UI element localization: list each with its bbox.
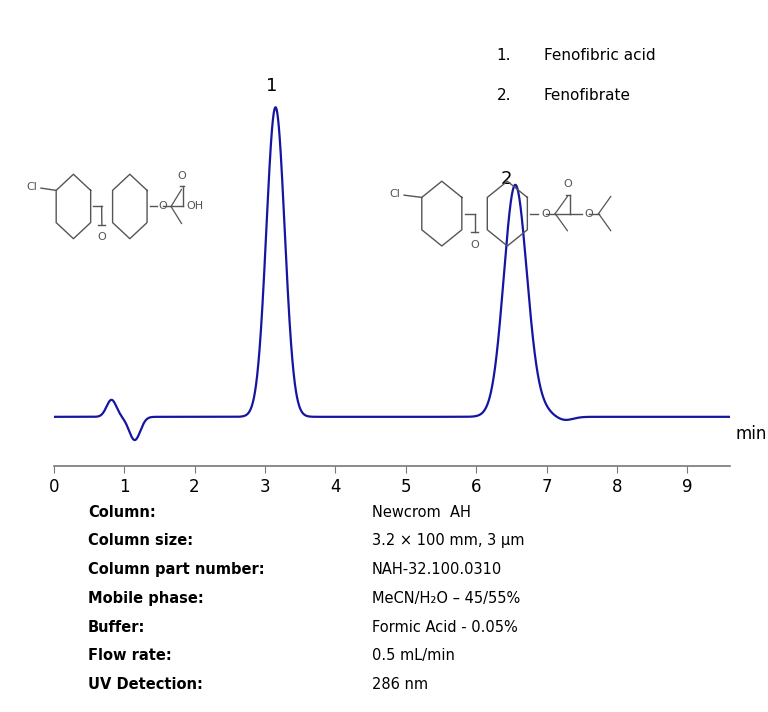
Text: 0.5 mL/min: 0.5 mL/min bbox=[372, 649, 455, 664]
Text: Mobile phase:: Mobile phase: bbox=[88, 591, 204, 606]
Text: O: O bbox=[159, 201, 167, 211]
Text: 2.: 2. bbox=[496, 88, 511, 103]
Text: Column part number:: Column part number: bbox=[88, 562, 264, 577]
Text: Formic Acid - 0.05%: Formic Acid - 0.05% bbox=[372, 619, 518, 634]
Text: min: min bbox=[735, 425, 766, 443]
Text: OH: OH bbox=[187, 201, 204, 211]
Text: UV Detection:: UV Detection: bbox=[88, 677, 203, 692]
Text: 1.: 1. bbox=[496, 48, 511, 63]
Text: Fenofibric acid: Fenofibric acid bbox=[544, 48, 655, 63]
Text: Column size:: Column size: bbox=[88, 533, 193, 548]
Text: Cl: Cl bbox=[389, 189, 400, 199]
Text: O: O bbox=[98, 232, 106, 243]
Text: O: O bbox=[564, 179, 572, 189]
Text: O: O bbox=[541, 209, 550, 219]
Text: O: O bbox=[177, 170, 187, 181]
Text: O: O bbox=[470, 240, 479, 250]
Text: Fenofibrate: Fenofibrate bbox=[544, 88, 631, 103]
Text: 3.2 × 100 mm, 3 μm: 3.2 × 100 mm, 3 μm bbox=[372, 533, 525, 548]
Text: O: O bbox=[584, 209, 593, 219]
Text: 286 nm: 286 nm bbox=[372, 677, 428, 692]
Text: Newcrom  AH: Newcrom AH bbox=[372, 505, 471, 520]
Text: Column:: Column: bbox=[88, 505, 156, 520]
Text: Cl: Cl bbox=[27, 182, 38, 192]
Text: Buffer:: Buffer: bbox=[88, 619, 145, 634]
Text: NAH-32.100.0310: NAH-32.100.0310 bbox=[372, 562, 502, 577]
Text: 1: 1 bbox=[266, 77, 278, 95]
Text: 2: 2 bbox=[501, 169, 512, 188]
Text: MeCN/H₂O – 45/55%: MeCN/H₂O – 45/55% bbox=[372, 591, 520, 606]
Text: Flow rate:: Flow rate: bbox=[88, 649, 171, 664]
